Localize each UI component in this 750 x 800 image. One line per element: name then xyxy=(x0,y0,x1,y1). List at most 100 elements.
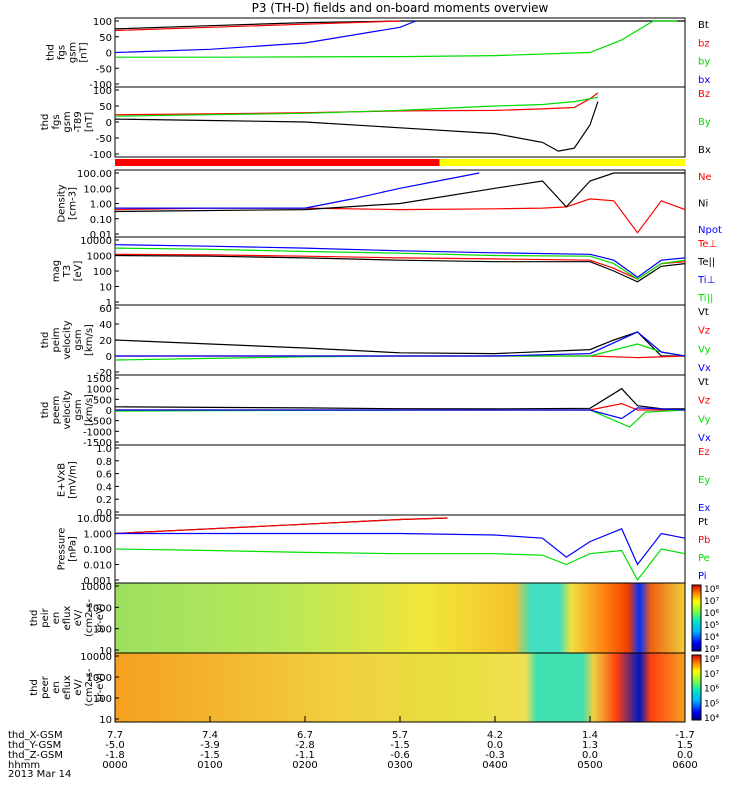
legend-entry: Vy xyxy=(698,344,711,355)
y-tick-label: 0 xyxy=(106,406,112,417)
y-axis-label: thdpeimvelocitygsm[km/s] xyxy=(40,320,95,359)
colorbar-peir xyxy=(691,584,702,652)
y-tick-label: -500 xyxy=(89,417,112,428)
colorbar-label: 10³ xyxy=(704,645,719,655)
y-tick-label: 1000 xyxy=(87,603,112,614)
y-axis-label: thdfgsgsm[nT] xyxy=(46,42,90,63)
y-tick-label: 0.001 xyxy=(83,576,112,587)
series-Ti|| xyxy=(114,247,686,280)
y-axis-label-line: -T89 xyxy=(73,111,84,133)
y-tick-label: 1.000 xyxy=(83,530,112,541)
series-Ti⊥ xyxy=(114,244,686,278)
legend-entry: Vz xyxy=(698,396,710,407)
y-axis-label-line: sr-eV) xyxy=(95,603,106,632)
footer-value: -1.8 xyxy=(105,750,125,761)
colorbar-label: 10⁴ xyxy=(704,633,719,643)
spectrogram-peir xyxy=(115,583,685,653)
legend-entry: Pb xyxy=(698,535,710,546)
footer-value: -0.6 xyxy=(390,750,410,761)
y-axis-label-line: thd xyxy=(46,44,57,61)
legend-entry: Vt xyxy=(698,307,709,318)
panel-density: 100.00 10.00 1.00 0.10 0.01 Density[cm-3] Ne Ni… xyxy=(57,169,722,241)
series-Pi xyxy=(115,528,686,566)
legend-entry: Vx xyxy=(698,433,711,444)
y-tick-label: 10000 xyxy=(80,582,112,593)
footer-value: 5.7 xyxy=(392,730,408,741)
legend-entry: Ni xyxy=(698,199,708,210)
y-axis-label-line: (cm2-s- xyxy=(84,668,95,706)
panel-fgs_t89: 100 50 0 -50 -100 thdfgsgsm-T89[nT] Bz By Bx xyxy=(40,86,711,161)
y-tick-label: 50 xyxy=(99,102,112,113)
y-tick-label: -50 xyxy=(96,134,112,145)
y-tick-label: 50 xyxy=(99,33,112,44)
panel-frame xyxy=(114,236,686,306)
y-axis-label-line: (cm2-s- xyxy=(84,599,95,637)
series-bx xyxy=(114,20,417,54)
footer-value: 0000 xyxy=(102,760,127,771)
y-tick-label: 0 xyxy=(106,118,112,129)
legend-entry: Bt xyxy=(698,20,709,31)
y-axis-label: magT3[eV] xyxy=(51,260,84,282)
colorbar-label: 10⁷ xyxy=(704,597,719,607)
y-axis-label-line: velocity xyxy=(62,320,73,359)
panel-frame xyxy=(114,17,686,88)
footer-value: 1.4 xyxy=(582,730,598,741)
y-tick-label: 1000 xyxy=(87,252,112,263)
panel-peer: 10⁸ 10⁷ 10⁶ 10⁵ 10⁴ 10000 1000 100 10 thdpeerenef… xyxy=(29,652,719,726)
legend-entry: Te|| xyxy=(697,257,715,268)
y-axis-label-line: [cm-3] xyxy=(68,187,79,220)
panel-frame xyxy=(114,514,686,584)
footer-value: 0.0 xyxy=(582,750,598,761)
spectrogram-peer xyxy=(115,653,685,722)
series-By xyxy=(114,96,599,117)
footer-value: 0600 xyxy=(672,760,697,771)
y-tick-label: 1 xyxy=(106,298,112,309)
y-axis-label: thdpeerenefluxeV/(cm2-s-sr-eV) xyxy=(29,668,106,706)
colorbar-label: 10⁵ xyxy=(704,621,719,631)
y-tick-label: 20 xyxy=(99,336,112,347)
footer-value: 0300 xyxy=(387,760,412,771)
footer-value: 1.3 xyxy=(582,740,598,751)
series-Vt xyxy=(114,387,686,410)
y-axis-label-line: gsm xyxy=(62,111,73,132)
panel-efield: 1.0 0.8 0.60.4 0.2 0.0 E+VxB[mV/m] Ez Ey Ex xyxy=(57,444,711,519)
footer-value: -5.0 xyxy=(105,740,125,751)
y-tick-label: 0.01 xyxy=(90,230,112,241)
y-axis-label-line: [eV] xyxy=(73,261,84,282)
y-axis-label: thdpeemvelocitygsm[km/s] xyxy=(40,390,95,429)
panels-layer: 100500-50-100thdfgsgsm[nT]Btbzbybx100500… xyxy=(29,17,722,726)
y-axis-label-line: thd xyxy=(29,610,40,627)
colorbar-label: 10⁸ xyxy=(704,655,719,665)
y-axis-label: E+VxB[mV/m] xyxy=(57,461,79,499)
y-tick-label: -1000 xyxy=(83,427,112,438)
legend-entry: Npot xyxy=(698,225,722,236)
y-axis-label-line: peim xyxy=(51,327,62,352)
y-axis-label-line: eflux xyxy=(62,606,73,631)
footer-value: 0500 xyxy=(577,760,602,771)
panel-temp: 10000 1000 100 10 1 magT3[eV] Te⊥ Te|| Ti⊥ Ti|| xyxy=(51,236,717,309)
y-axis-label: thdfgsgsm-T89[nT] xyxy=(40,111,95,133)
legend-entry: by xyxy=(698,57,710,68)
y-axis-label-line: [nPa] xyxy=(68,536,79,562)
footer-value: -3.9 xyxy=(200,740,220,751)
footer-value: 7.4 xyxy=(202,730,218,741)
y-axis-label-line: eV/ xyxy=(73,609,84,626)
panel-frame xyxy=(114,304,686,376)
footer-value: -1.5 xyxy=(390,740,410,751)
legend-entry: Ti|| xyxy=(697,293,713,304)
y-tick-label: 10.00 xyxy=(83,184,112,195)
y-tick-label: 0.8 xyxy=(96,457,112,468)
y-axis-label-line: eV/ xyxy=(73,679,84,696)
colorbar-label: 10⁸ xyxy=(704,585,719,595)
y-tick-label: -1500 xyxy=(83,438,112,449)
footer-date: 2013 Mar 14 xyxy=(8,769,71,780)
footer-value: 1.5 xyxy=(677,740,693,751)
footer-value: 0100 xyxy=(197,760,222,771)
footer-row-label: thd_Y-GSM xyxy=(8,740,61,751)
legend-entry: Bz xyxy=(698,89,710,100)
footer-value: -1.7 xyxy=(675,730,695,741)
series-bz xyxy=(114,20,401,32)
y-tick-label: 40 xyxy=(99,320,112,331)
y-axis-label-line: [nT] xyxy=(79,42,90,62)
panel-pressure: 10.0001.0000.1000.0100.001Pressure[nPa]P… xyxy=(57,514,711,587)
